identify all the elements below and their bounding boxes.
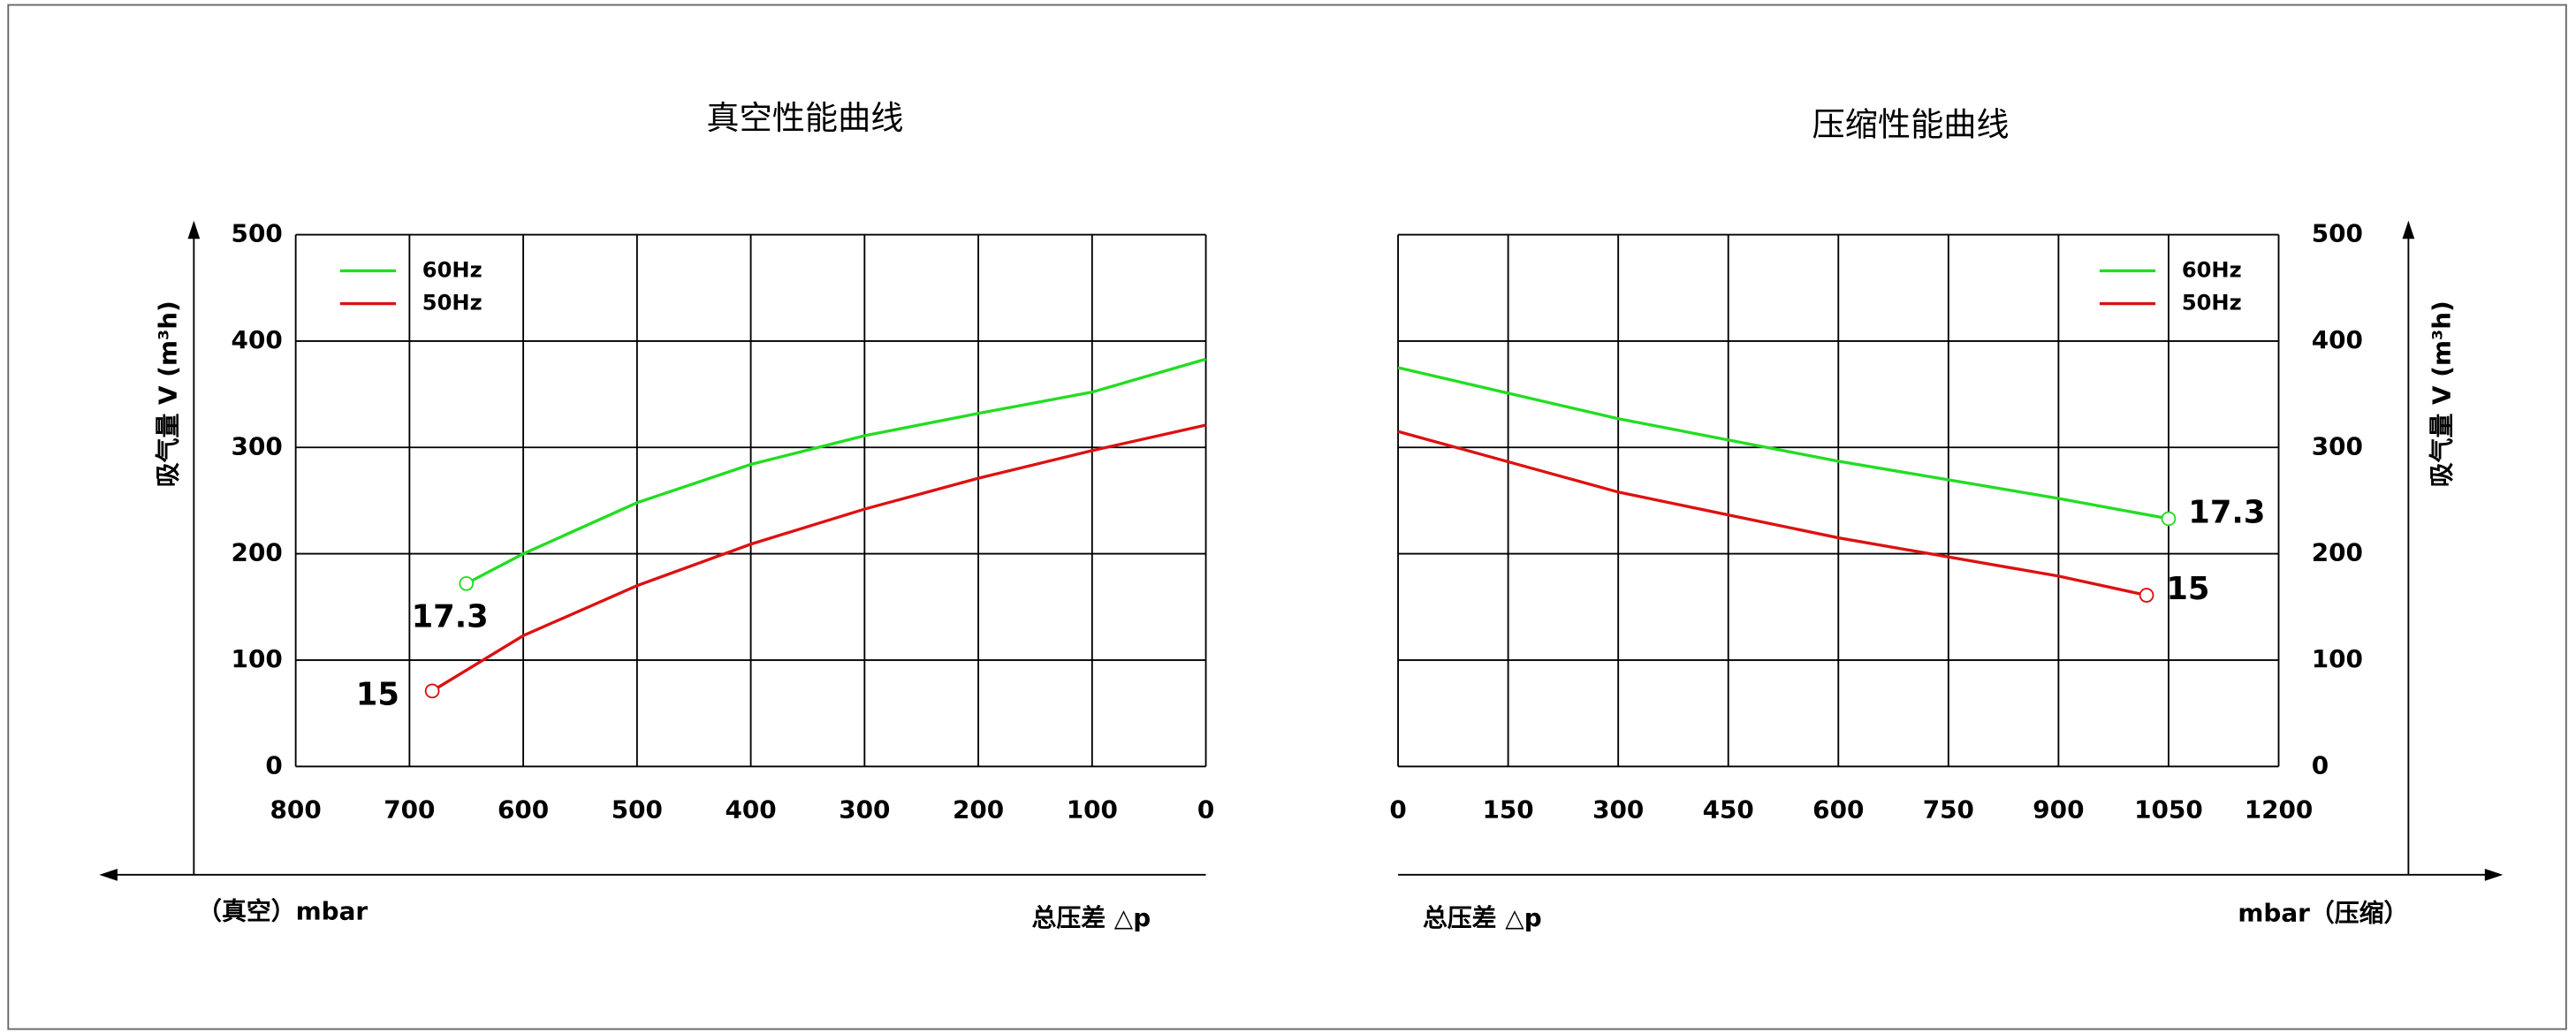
axis-arrows xyxy=(99,220,2504,881)
legend-label: 60Hz xyxy=(2182,257,2242,282)
x-tick-label: 300 xyxy=(839,795,890,824)
annotation: 15 xyxy=(356,676,399,712)
x-tick-label: 400 xyxy=(725,795,776,824)
series-line xyxy=(1397,430,2147,597)
x-tick-label: 150 xyxy=(1483,795,1534,824)
chart-title: 真空性能曲线 xyxy=(706,99,903,137)
x-tick-label: 900 xyxy=(2033,795,2084,824)
x-axis-label: mbar（压缩） xyxy=(2238,898,2408,927)
y-tick-label: 200 xyxy=(2312,538,2363,567)
x-tick-label: 800 xyxy=(270,795,322,824)
legend-label: 60Hz xyxy=(422,257,483,282)
y-axis-label: 吸气量 V (m³h) xyxy=(2427,300,2456,487)
x-tick-label: 600 xyxy=(498,795,549,824)
end-marker xyxy=(424,683,440,699)
y-tick-label: 0 xyxy=(265,750,282,779)
series-line xyxy=(1397,366,2169,521)
legend-label: 50Hz xyxy=(422,291,483,316)
y-tick-label: 300 xyxy=(232,431,283,460)
y-tick-label: 100 xyxy=(232,644,283,673)
border xyxy=(7,4,2567,1030)
annotation: 17.3 xyxy=(412,598,489,635)
x-tick-label: 600 xyxy=(1812,795,1864,824)
y-tick-label: 500 xyxy=(232,219,283,248)
series-line xyxy=(465,357,1207,585)
x-tick-label: 450 xyxy=(1703,795,1754,824)
x-tick-label: 750 xyxy=(1923,795,1974,824)
y-tick-label: 200 xyxy=(232,538,283,567)
legend-label: 50Hz xyxy=(2182,291,2242,316)
series-line xyxy=(431,423,1206,693)
x-tick-label: 1200 xyxy=(2245,795,2314,824)
x-tick-label: 200 xyxy=(953,795,1004,824)
y-tick-label: 400 xyxy=(2312,325,2363,354)
end-marker xyxy=(2161,511,2177,527)
end-marker xyxy=(459,575,475,591)
annotation: 15 xyxy=(2166,571,2209,607)
x-tick-label: 0 xyxy=(1389,795,1406,824)
x-tick-label: 700 xyxy=(384,795,435,824)
y-tick-label: 100 xyxy=(2312,644,2363,673)
annotation: 17.3 xyxy=(2188,494,2265,530)
y-tick-label: 500 xyxy=(2312,219,2363,248)
y-tick-label: 300 xyxy=(2312,431,2363,460)
y-axis-label: 吸气量 V (m³h) xyxy=(153,300,182,487)
chart-title: 压缩性能曲线 xyxy=(1812,106,2010,144)
y-tick-label: 400 xyxy=(232,325,283,354)
x-axis-label: 总压差 △p xyxy=(1031,903,1151,932)
x-tick-label: 1050 xyxy=(2134,795,2203,824)
x-axis-label: 总压差 △p xyxy=(1423,903,1542,932)
x-axis-label: （真空）mbar xyxy=(197,897,368,926)
x-tick-label: 0 xyxy=(1197,795,1214,824)
x-tick-label: 500 xyxy=(612,795,663,824)
x-tick-label: 100 xyxy=(1067,795,1118,824)
x-tick-label: 300 xyxy=(1592,795,1644,824)
y-tick-label: 0 xyxy=(2312,750,2329,779)
end-marker xyxy=(2139,588,2154,603)
